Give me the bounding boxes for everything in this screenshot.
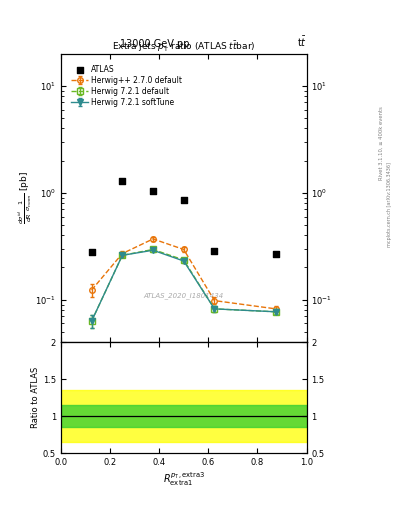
ATLAS — [273, 249, 279, 258]
Bar — [61, 390, 307, 442]
ATLAS — [88, 248, 95, 256]
Legend: ATLAS, Herwig++ 2.7.0 default, Herwig 7.2.1 default, Herwig 7.2.1 softTune: ATLAS, Herwig++ 2.7.0 default, Herwig 7.… — [70, 63, 184, 108]
Text: t$\bar{t}$: t$\bar{t}$ — [297, 35, 307, 49]
Text: mcplots.cern.ch [arXiv:1306.3436]: mcplots.cern.ch [arXiv:1306.3436] — [387, 162, 391, 247]
ATLAS — [119, 177, 125, 185]
Text: Rivet 3.1.10, ≥ 400k events: Rivet 3.1.10, ≥ 400k events — [379, 106, 384, 180]
ATLAS — [211, 247, 218, 255]
Text: ATLAS_2020_I1801434: ATLAS_2020_I1801434 — [143, 293, 224, 300]
Text: 13000 GeV pp: 13000 GeV pp — [119, 38, 189, 49]
X-axis label: $R_{\mathrm{extra1}}^{p_{\mathrm{T}},\mathrm{extra3}}$: $R_{\mathrm{extra1}}^{p_{\mathrm{T}},\ma… — [163, 470, 205, 487]
ATLAS — [181, 196, 187, 204]
Bar — [61, 405, 307, 427]
Y-axis label: $\frac{d\sigma^{id}}{dR}\frac{1}{\sigma_{norm}}$ [pb]: $\frac{d\sigma^{id}}{dR}\frac{1}{\sigma_… — [16, 172, 34, 224]
ATLAS — [150, 186, 156, 195]
Y-axis label: Ratio to ATLAS: Ratio to ATLAS — [31, 367, 40, 428]
Title: Extra jets $p_{\mathrm{T}}$ ratio (ATLAS $t\bar{t}$bar): Extra jets $p_{\mathrm{T}}$ ratio (ATLAS… — [112, 39, 255, 54]
